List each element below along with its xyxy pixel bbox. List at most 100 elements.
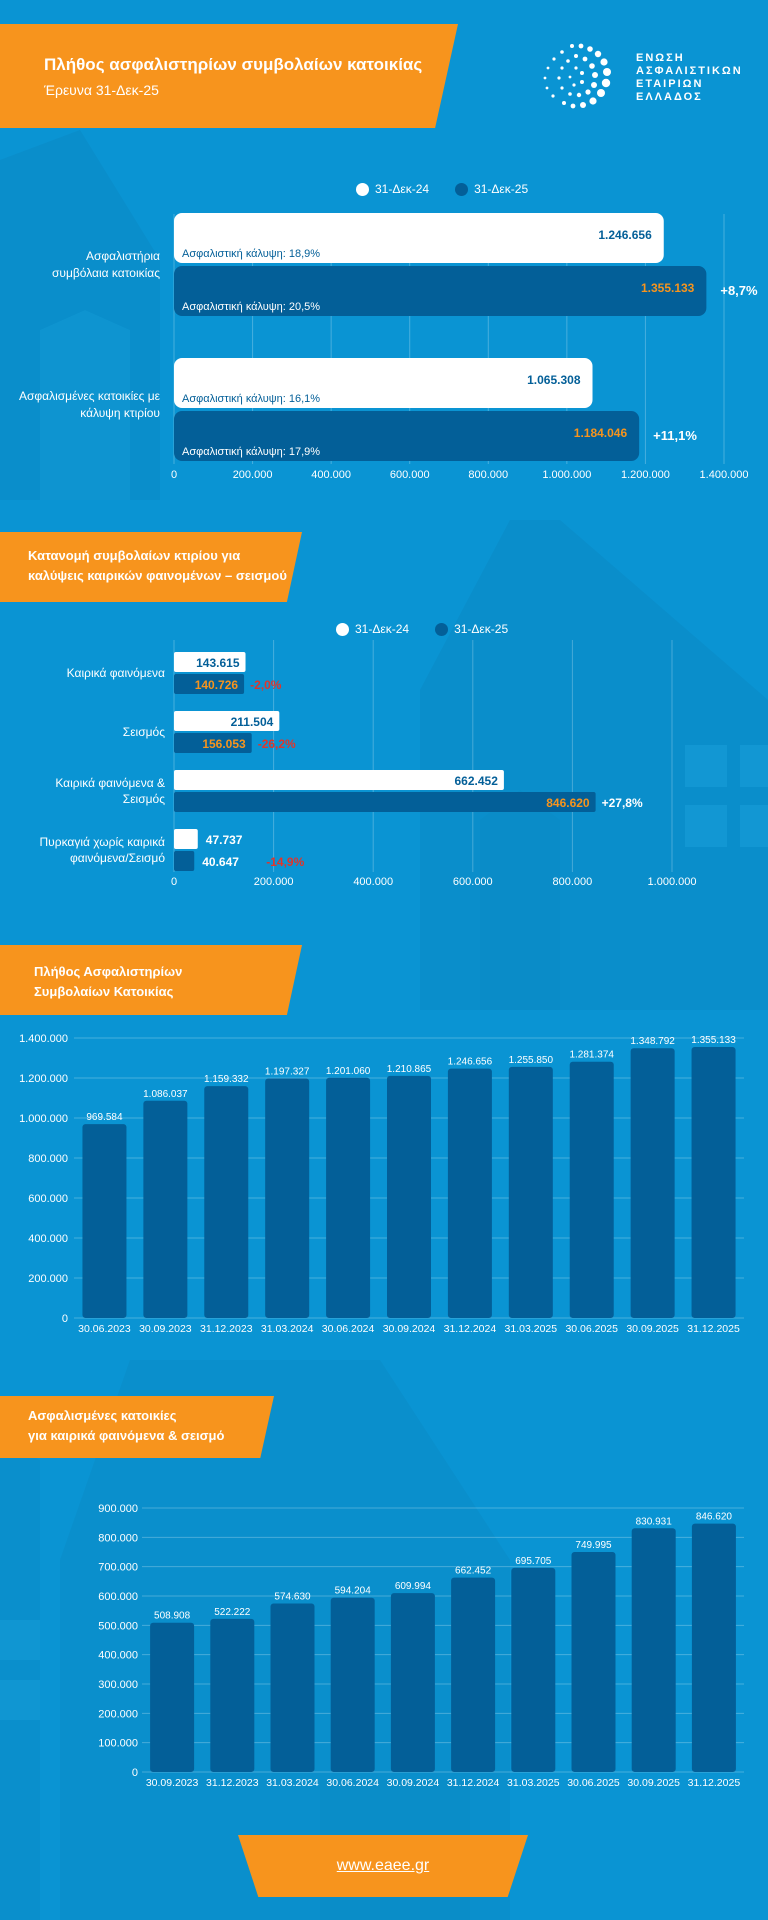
chart4-tick-label: 200.000	[98, 1708, 138, 1720]
chart4-tick-label: 900.000	[98, 1503, 138, 1515]
header-banner	[0, 24, 458, 128]
chart1-category-label: κάλυψη κτιρίου	[80, 406, 160, 420]
chart4-bar	[451, 1577, 496, 1772]
chart2-category-label: Καιρικά φαινόμενα	[67, 666, 165, 680]
chart1-tick-label: 200.000	[233, 469, 273, 481]
logo-text: ΕΝΩΣΗ ΑΣΦΑΛΙΣΤΙΚΩΝ ΕΤΑΙΡΙΩΝ ΕΛΛΑΔΟΣ	[636, 52, 743, 104]
section2-title-line1: Κατανομή συμβολαίων κτιρίου για	[28, 548, 241, 563]
chart3-tick-label: 800.000	[28, 1153, 68, 1165]
legend2-dot-white-icon	[336, 622, 349, 636]
section3-title-line2: Συμβολαίων Κατοικίας	[34, 984, 174, 999]
chart2-change-label: -2,0%	[250, 678, 282, 692]
chart4-value-label: 749.995	[575, 1540, 612, 1551]
chart4-value-label: 609.994	[395, 1581, 432, 1592]
chart3-tick-label: 400.000	[28, 1233, 68, 1245]
chart3-bar	[447, 1068, 492, 1318]
legend-item-2024: 31-Δεκ-24	[356, 182, 429, 196]
logo-line-3: ΕΤΑΙΡΙΩΝ	[636, 78, 704, 90]
chart3-tick-label: 600.000	[28, 1193, 68, 1205]
logo-line-1: ΕΝΩΣΗ	[636, 52, 685, 64]
chart2-tick-label: 200.000	[254, 876, 294, 888]
legend2-label-2024: 31-Δεκ-24	[355, 622, 410, 636]
chart4-category-label: 31.12.2025	[688, 1777, 741, 1789]
chart4-tick-label: 500.000	[98, 1620, 138, 1632]
website-link[interactable]: www.eaee.gr	[336, 1857, 430, 1874]
chart2-category-label: Πυρκαγιά χωρίς καιρικά	[40, 835, 166, 849]
chart2-bar	[174, 674, 245, 694]
chart4-tick-label: 400.000	[98, 1650, 138, 1662]
chart3-value-label: 1.281.374	[569, 1050, 614, 1061]
chart2-value-label: 156.053	[202, 737, 246, 751]
chart2-tick-label: 800.000	[553, 876, 593, 888]
chart1-value-label: 1.065.308	[527, 373, 581, 387]
section4-title-line1: Ασφαλισμένες κατοικίες	[28, 1408, 177, 1423]
chart3-tick-label: 1.200.000	[19, 1073, 68, 1085]
chart3-value-label: 1.348.792	[630, 1036, 675, 1047]
chart4-tick-label: 300.000	[98, 1679, 138, 1691]
legend2-label-2025: 31-Δεκ-25	[454, 622, 509, 636]
chart1-coverage-label: Ασφαλιστική κάλυψη: 18,9%	[182, 248, 320, 260]
section2-banner	[0, 532, 302, 602]
chart3-tick-label: 1.400.000	[19, 1033, 68, 1045]
chart4-category-label: 30.09.2024	[387, 1777, 440, 1789]
chart1-bar	[174, 358, 593, 408]
chart4-category-label: 30.06.2025	[567, 1777, 620, 1789]
chart4-value-label: 846.620	[696, 1512, 733, 1523]
chart3-category-label: 31.12.2025	[687, 1323, 740, 1335]
chart2-bar	[174, 792, 596, 812]
chart1-tick-label: 400.000	[311, 469, 351, 481]
chart2-tick-label: 1.000.000	[648, 876, 697, 888]
chart3-category-label: 30.09.2024	[383, 1323, 436, 1335]
section3-title: Πλήθος Ασφαλιστηρίων Συμβολαίων Κατοικία…	[34, 962, 182, 1002]
chart3-value-label: 1.197.327	[265, 1067, 310, 1078]
chart1-tick-label: 800.000	[468, 469, 508, 481]
chart4-category-label: 31.03.2024	[266, 1777, 319, 1789]
chart4-value-label: 522.222	[214, 1607, 251, 1618]
chart1-change-label: +8,7%	[720, 283, 758, 298]
chart4-bar	[571, 1552, 616, 1772]
chart4-tick-label: 100.000	[98, 1738, 138, 1750]
chart4-tick-label: 600.000	[98, 1591, 138, 1603]
chart2-category-label: Καιρικά φαινόμενα &	[55, 776, 165, 790]
chart1-value-label: 1.355.133	[641, 281, 695, 295]
logo-line-4: ΕΛΛΑΔΟΣ	[636, 91, 703, 103]
chart2-change-label: -14,9%	[266, 855, 304, 869]
eaee-logo-icon	[543, 43, 611, 109]
chart1-coverage-label: Ασφαλιστική κάλυψη: 16,1%	[182, 393, 320, 405]
chart3-value-label: 1.201.060	[326, 1066, 371, 1077]
chart1-change-label: +11,1%	[653, 428, 697, 443]
chart3-category-label: 30.06.2025	[565, 1323, 618, 1335]
chart3-value-label: 1.255.850	[509, 1055, 554, 1066]
chart3-value-label: 969.584	[86, 1112, 123, 1123]
chart1-bar	[174, 266, 707, 316]
chart2-bar	[174, 711, 280, 731]
chart3-category-label: 31.03.2025	[505, 1323, 558, 1335]
chart3-category-label: 30.06.2023	[78, 1323, 131, 1335]
footer-banner: www.eaee.gr	[238, 1835, 528, 1897]
legend-item-2025: 31-Δεκ-25	[455, 182, 528, 196]
chart1-coverage-label: Ασφαλιστική κάλυψη: 20,5%	[182, 301, 320, 313]
chart3-category-label: 31.12.2023	[200, 1323, 253, 1335]
page-subtitle: Έρευνα 31-Δεκ-25	[44, 82, 159, 98]
legend-dot-white-icon	[356, 182, 369, 196]
chart4-bar	[511, 1567, 556, 1772]
legend2-dot-dark-icon	[435, 622, 449, 636]
chart1-coverage-label: Ασφαλιστική κάλυψη: 17,9%	[182, 446, 320, 458]
section3-banner	[0, 945, 302, 1015]
chart3-bar	[387, 1075, 431, 1318]
chart2-value-label: 40.647	[202, 855, 239, 869]
chart1-category-label: Ασφαλισμένες κατοικίες με	[19, 389, 161, 403]
section3-title-line1: Πλήθος Ασφαλιστηρίων	[34, 964, 183, 979]
chart3-category-label: 31.12.2024	[444, 1323, 497, 1335]
chart1-bar	[174, 213, 664, 263]
legend-dot-dark-icon	[455, 182, 469, 196]
chart3-tick-label: 200.000	[28, 1273, 68, 1285]
chart2-legend: 31-Δεκ-24 31-Δεκ-25	[336, 622, 524, 636]
chart3-bar	[265, 1078, 310, 1318]
chart2-category-label: φαινόμενα/Σεισμό	[70, 851, 165, 865]
chart4-value-label: 830.931	[636, 1516, 673, 1527]
chart2-change-label: -26,2%	[258, 737, 296, 751]
chart2-tick-label: 400.000	[353, 876, 393, 888]
chart4-bar	[390, 1593, 435, 1772]
chart3-value-label: 1.355.133	[691, 1035, 736, 1046]
